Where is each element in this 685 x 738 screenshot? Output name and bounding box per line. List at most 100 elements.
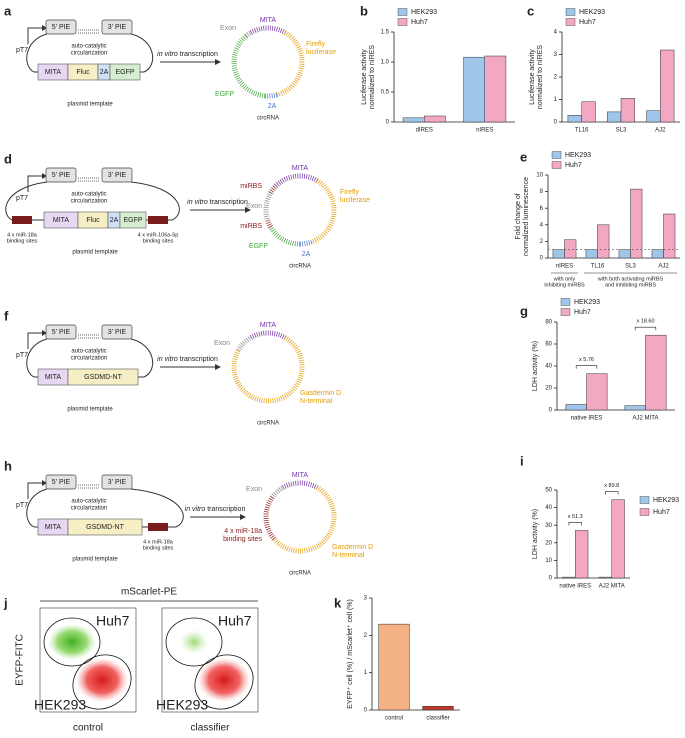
site-label: binding sites <box>7 238 38 244</box>
italic: in vitro <box>157 356 178 363</box>
gate <box>165 617 223 667</box>
circrna-segment <box>236 335 253 352</box>
legend-label: Huh7 <box>579 19 596 26</box>
bar <box>620 98 636 123</box>
annotation: x 89.8 <box>604 483 619 489</box>
pie5: 5' PIE <box>52 479 71 486</box>
transcription-label: in vitro transcription <box>157 51 218 58</box>
circularization-label: circularization <box>71 506 108 512</box>
bar <box>562 576 576 579</box>
circ-label: MITA <box>292 165 309 172</box>
y-tick-label: 10 <box>536 173 543 179</box>
y-axis-label: LDH activity (%) <box>532 509 539 559</box>
bar <box>575 530 589 579</box>
circrna-segment <box>244 30 253 38</box>
block-label: GSDMD-NT <box>84 374 122 381</box>
y-tick-label: 1 <box>554 97 558 103</box>
x-tick-label: AJ2 MITA <box>599 584 625 590</box>
circ-label: N-terminal <box>300 398 333 405</box>
product-label: circRNA <box>257 116 279 122</box>
gate-label: HEK293 <box>156 697 208 713</box>
annotation: x 5.76 <box>579 357 594 363</box>
arrow-head <box>240 514 246 520</box>
block-label: MITA <box>45 374 62 381</box>
backbone <box>5 181 48 221</box>
legend-swatch <box>560 308 571 316</box>
y-tick-label: 40 <box>545 364 552 370</box>
legend-label: HEK293 <box>574 299 600 306</box>
promoter-arrow <box>27 332 42 349</box>
pie-box <box>101 324 133 340</box>
x-tick-label: native IRES <box>571 416 603 422</box>
circrna-segment <box>263 191 273 220</box>
bar <box>611 499 625 579</box>
x-tick-label: AJ2 <box>655 128 666 134</box>
circularization-label: circularization <box>71 51 108 57</box>
binding-site <box>148 216 168 224</box>
legend-label: Huh7 <box>574 309 591 316</box>
panel-label: e <box>520 149 527 164</box>
circularization-label: auto-catalytic <box>71 44 106 50</box>
backbone <box>26 33 48 73</box>
promoter: pT7 <box>16 502 28 509</box>
circ-label: luciferase <box>340 197 370 204</box>
circularization-label: auto-catalytic <box>71 349 106 355</box>
cloud-red <box>76 658 128 702</box>
panel-a: a pT7 5' PIE 3' PIE auto-catalyticcirculariz… <box>4 3 336 121</box>
legend-swatch <box>551 161 562 169</box>
plot-frame <box>161 607 259 713</box>
pie-box <box>45 474 77 490</box>
circrna-segment <box>272 485 337 554</box>
y-tick-label: 0 <box>549 576 553 582</box>
bar <box>567 115 582 123</box>
y-tick-label: 40 <box>545 505 552 511</box>
x-tick-label: native IRES <box>559 584 591 590</box>
bar <box>618 249 631 259</box>
panel-label: k <box>334 595 342 610</box>
binding-site <box>148 523 168 531</box>
arrow-head <box>42 173 47 179</box>
product-label: circRNA <box>289 264 311 270</box>
group-label: with both activating miRBS <box>597 276 664 282</box>
block-label: EGFP <box>123 217 142 224</box>
bar <box>663 213 676 259</box>
x-tick-label: nIRES <box>556 264 573 270</box>
panel-j: j mScarlet-PE EYFP-FITC Huh7 HEK293 control Hu… <box>3 587 259 734</box>
binding-site <box>12 216 32 224</box>
pie-box <box>45 19 77 35</box>
top-label: mScarlet-PE <box>121 587 177 598</box>
backbone <box>130 338 154 378</box>
site-label: binding sites <box>143 238 174 244</box>
pie-box <box>45 167 77 183</box>
block-label: EGFP <box>115 69 134 76</box>
pie5: 5' PIE <box>52 172 71 179</box>
group-label: with only <box>553 276 576 282</box>
italic: in vitro <box>185 506 206 513</box>
bar <box>624 405 646 411</box>
panel-label: h <box>4 458 12 473</box>
product-label: circRNA <box>289 571 311 577</box>
template-label: plasmid template <box>72 557 118 563</box>
circ-label: Exon <box>246 203 262 210</box>
template-block <box>119 211 147 229</box>
annotation-bracket <box>575 365 598 369</box>
block-label: 2A <box>100 69 109 76</box>
circrna-segment <box>231 335 305 404</box>
block-label: Fluc <box>76 69 90 76</box>
panel-label: c <box>527 3 534 18</box>
pie-box <box>101 474 133 490</box>
circ-label: Firefly <box>306 41 326 48</box>
legend-label: HEK293 <box>579 9 605 16</box>
bar <box>630 188 643 259</box>
annotation-bracket <box>568 522 582 526</box>
panel-label: b <box>360 3 368 18</box>
legend-label: HEK293 <box>411 9 437 16</box>
bar <box>651 249 664 259</box>
circularization-label: circularization <box>71 199 108 205</box>
normal: transcription <box>208 199 248 206</box>
normal: transcription <box>205 506 245 513</box>
legend-swatch <box>397 8 408 16</box>
template-label: plasmid template <box>67 407 113 413</box>
circ-label: N-terminal <box>332 552 365 559</box>
